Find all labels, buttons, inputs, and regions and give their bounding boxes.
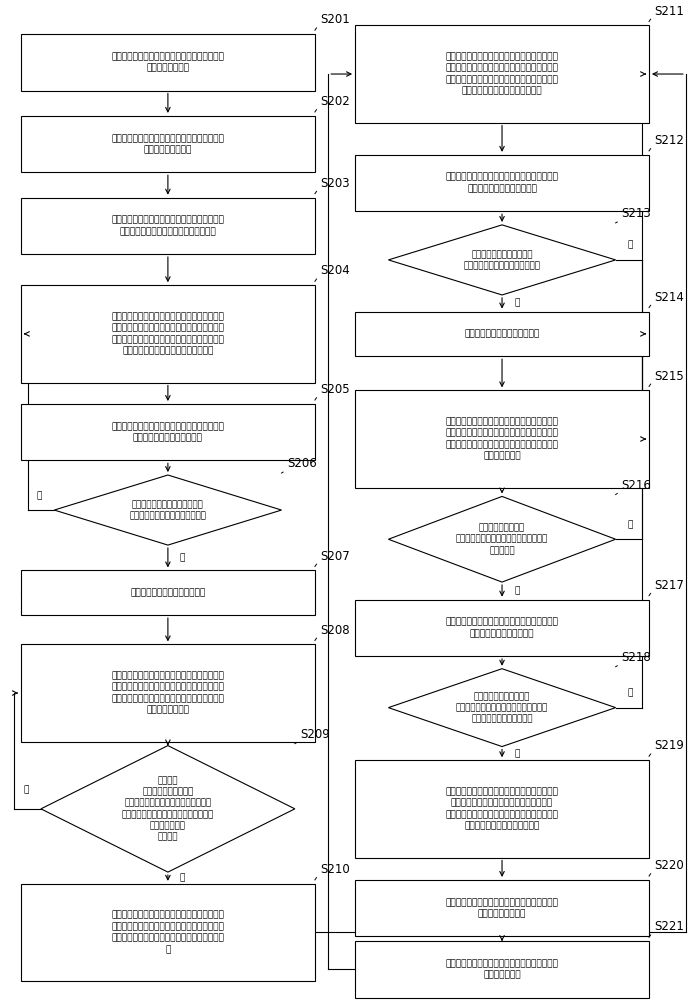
Text: S211: S211 bbox=[655, 5, 684, 18]
Text: 将确定出估计的系统能效的最大值使用的微基站
数量作为微基站数量的固定值，并确定发射功率
的初始值以及对发射功率进行迭代的初始功率步
长: 将确定出估计的系统能效的最大值使用的微基站 数量作为微基站数量的固定值，并确定发… bbox=[111, 911, 224, 954]
FancyBboxPatch shape bbox=[355, 390, 649, 488]
Text: S208: S208 bbox=[320, 624, 350, 637]
Text: S214: S214 bbox=[655, 291, 684, 304]
FancyBboxPatch shape bbox=[355, 312, 649, 356]
Text: S216: S216 bbox=[621, 479, 651, 492]
FancyBboxPatch shape bbox=[355, 25, 649, 123]
Text: 判断当前已经确定出
的第二系统能效中是否存在估计的系统能
效的最大值: 判断当前已经确定出 的第二系统能效中是否存在估计的系统能 效的最大值 bbox=[456, 524, 548, 555]
FancyBboxPatch shape bbox=[355, 760, 649, 858]
FancyBboxPatch shape bbox=[355, 880, 649, 936]
Text: 否: 否 bbox=[514, 299, 520, 308]
Text: 对当前使用的功率步长进行调整: 对当前使用的功率步长进行调整 bbox=[464, 329, 540, 338]
Text: 根据确定出得到的多个第一系统能效的数值变化
趋势，估计系统能效的最大值: 根据确定出得到的多个第一系统能效的数值变化 趋势，估计系统能效的最大值 bbox=[111, 422, 224, 442]
Text: 对当前使用的数量步长进行调整: 对当前使用的数量步长进行调整 bbox=[130, 588, 206, 597]
Text: 针对采用调整后功率步长迭代得到的每个发射功
率，基于宏基站和微基站的功耗模型、微基站数
量的固定值、以及该次迭代得到的发射功率，确
定第二系统能效: 针对采用调整后功率步长迭代得到的每个发射功 率，基于宏基站和微基站的功耗模型、微… bbox=[446, 417, 558, 461]
Text: 否: 否 bbox=[180, 873, 185, 882]
FancyBboxPatch shape bbox=[21, 404, 315, 460]
Polygon shape bbox=[388, 669, 616, 747]
Text: S212: S212 bbox=[655, 134, 684, 147]
Text: 是: 是 bbox=[514, 749, 520, 758]
FancyBboxPatch shape bbox=[355, 941, 649, 998]
Text: S213: S213 bbox=[621, 207, 650, 220]
Text: S209: S209 bbox=[300, 728, 330, 741]
Text: 是: 是 bbox=[514, 586, 520, 595]
Text: 针对基于微基站数量的初始值和初始数量步长迭
代得到的每个微基站数量，基于宏基站和微基站
的功耗模型、发射功率的固定值、以及该次迭代
得到的微基站数量，确定第一系: 针对基于微基站数量的初始值和初始数量步长迭 代得到的每个微基站数量，基于宏基站和… bbox=[111, 312, 224, 356]
Text: 判断得到的多个第一系统能效中
是否存在估计的系统能效的最大值: 判断得到的多个第一系统能效中 是否存在估计的系统能效的最大值 bbox=[129, 500, 206, 520]
Text: 根据确定的组网方式，确定对应的系统谱效约束
和边缘用户覆盖约束: 根据确定的组网方式，确定对应的系统谱效约束 和边缘用户覆盖约束 bbox=[111, 134, 224, 154]
Text: 判断该多个第二系统能效中
是否存在估计的系统能效的最大值: 判断该多个第二系统能效中 是否存在估计的系统能效的最大值 bbox=[464, 250, 540, 270]
Text: 是: 是 bbox=[37, 491, 42, 500]
FancyBboxPatch shape bbox=[21, 644, 315, 742]
Text: 否: 否 bbox=[180, 553, 185, 562]
Text: S203: S203 bbox=[320, 177, 350, 190]
Text: S207: S207 bbox=[320, 550, 350, 563]
Text: 针对采用调整后数量步长迭代得到的每个微基站
数量，基于宏基站和微基站的功耗模型、发射功
率的固定值、以及该次迭代得到的微基站数量，
确定第一系统能效: 针对采用调整后数量步长迭代得到的每个微基站 数量，基于宏基站和微基站的功耗模型、… bbox=[111, 671, 224, 715]
Text: 否: 否 bbox=[628, 689, 633, 698]
Text: 是: 是 bbox=[24, 785, 29, 794]
Polygon shape bbox=[41, 746, 295, 872]
FancyBboxPatch shape bbox=[21, 34, 315, 91]
Text: S201: S201 bbox=[320, 13, 350, 26]
FancyBboxPatch shape bbox=[355, 600, 649, 656]
Text: S202: S202 bbox=[320, 95, 350, 108]
Text: 确定发射功率的固定值、微基站数量的初始值以
及对微基站数量进行迭代的初始数量步长: 确定发射功率的固定值、微基站数量的初始值以 及对微基站数量进行迭代的初始数量步长 bbox=[111, 216, 224, 236]
Text: 判断比对结果是否为确定
出估计的系统能效的最大值使用的发射功
率与发射功率的固定值相同: 判断比对结果是否为确定 出估计的系统能效的最大值使用的发射功 率与发射功率的固定… bbox=[456, 692, 548, 723]
Text: 从确定出各预设系统能效值使用的由发射功率和
微基站数量形成的参数对中，确定参数对，
使得该参数对在满足约束条件的前提下，基于该
参数对确定的系统能效的值最高: 从确定出各预设系统能效值使用的由发射功率和 微基站数量形成的参数对中，确定参数对… bbox=[446, 787, 558, 831]
Text: S206: S206 bbox=[287, 457, 317, 470]
Text: 否: 否 bbox=[628, 520, 633, 529]
Text: 将发射功率的固定值更新为确定出系统能效的最
大值使用的发射功率: 将发射功率的固定值更新为确定出系统能效的最 大值使用的发射功率 bbox=[446, 898, 558, 918]
Text: 根据基于
调整后数量步长得到的
第一系统能效的数值变化趋势，判断当
前已经确定出的第一系统能效中是否存在
估计的系统能效
的最大值: 根据基于 调整后数量步长得到的 第一系统能效的数值变化趋势，判断当 前已经确定出… bbox=[122, 777, 214, 841]
Text: 针对基于发射功率的初始值和初始功率步长迭代
得到的每个发射功率，基于宏基站和微基站的功
耗模型、微基站数量的固定值、以及该次迭代得
到的发射功率，确定第二系统能: 针对基于发射功率的初始值和初始功率步长迭代 得到的每个发射功率，基于宏基站和微基… bbox=[446, 52, 558, 96]
FancyBboxPatch shape bbox=[21, 884, 315, 981]
Polygon shape bbox=[54, 475, 282, 545]
Text: S204: S204 bbox=[320, 264, 350, 277]
Text: S217: S217 bbox=[655, 579, 684, 592]
Text: 是: 是 bbox=[628, 241, 633, 250]
Text: 采用确定的该参数对为所述宏基站覆盖范围内的
微基站进行部署: 采用确定的该参数对为所述宏基站覆盖范围内的 微基站进行部署 bbox=[446, 959, 558, 980]
Text: S210: S210 bbox=[320, 863, 350, 876]
Text: S219: S219 bbox=[655, 739, 684, 752]
FancyBboxPatch shape bbox=[21, 116, 315, 172]
FancyBboxPatch shape bbox=[21, 198, 315, 254]
Text: S218: S218 bbox=[621, 651, 650, 664]
Text: 确定宏基站与部署在该宏基站覆盖范围内的微基
站之间的组网方式: 确定宏基站与部署在该宏基站覆盖范围内的微基 站之间的组网方式 bbox=[111, 52, 224, 73]
Polygon shape bbox=[388, 225, 616, 295]
Text: 根据确定出得到的多个第二系统能效的数值变化
趋势，估计系统能效的最大值: 根据确定出得到的多个第二系统能效的数值变化 趋势，估计系统能效的最大值 bbox=[446, 173, 558, 193]
Text: S205: S205 bbox=[320, 383, 350, 396]
Text: S220: S220 bbox=[655, 859, 684, 872]
FancyBboxPatch shape bbox=[355, 155, 649, 211]
Text: S215: S215 bbox=[655, 370, 684, 383]
FancyBboxPatch shape bbox=[21, 570, 315, 615]
Text: 将确定出估计的系统能效的最大值使用的发射功
率与发射功率的固定值比对: 将确定出估计的系统能效的最大值使用的发射功 率与发射功率的固定值比对 bbox=[446, 618, 558, 638]
FancyBboxPatch shape bbox=[21, 285, 315, 383]
Polygon shape bbox=[388, 496, 616, 582]
Text: S221: S221 bbox=[655, 920, 684, 933]
